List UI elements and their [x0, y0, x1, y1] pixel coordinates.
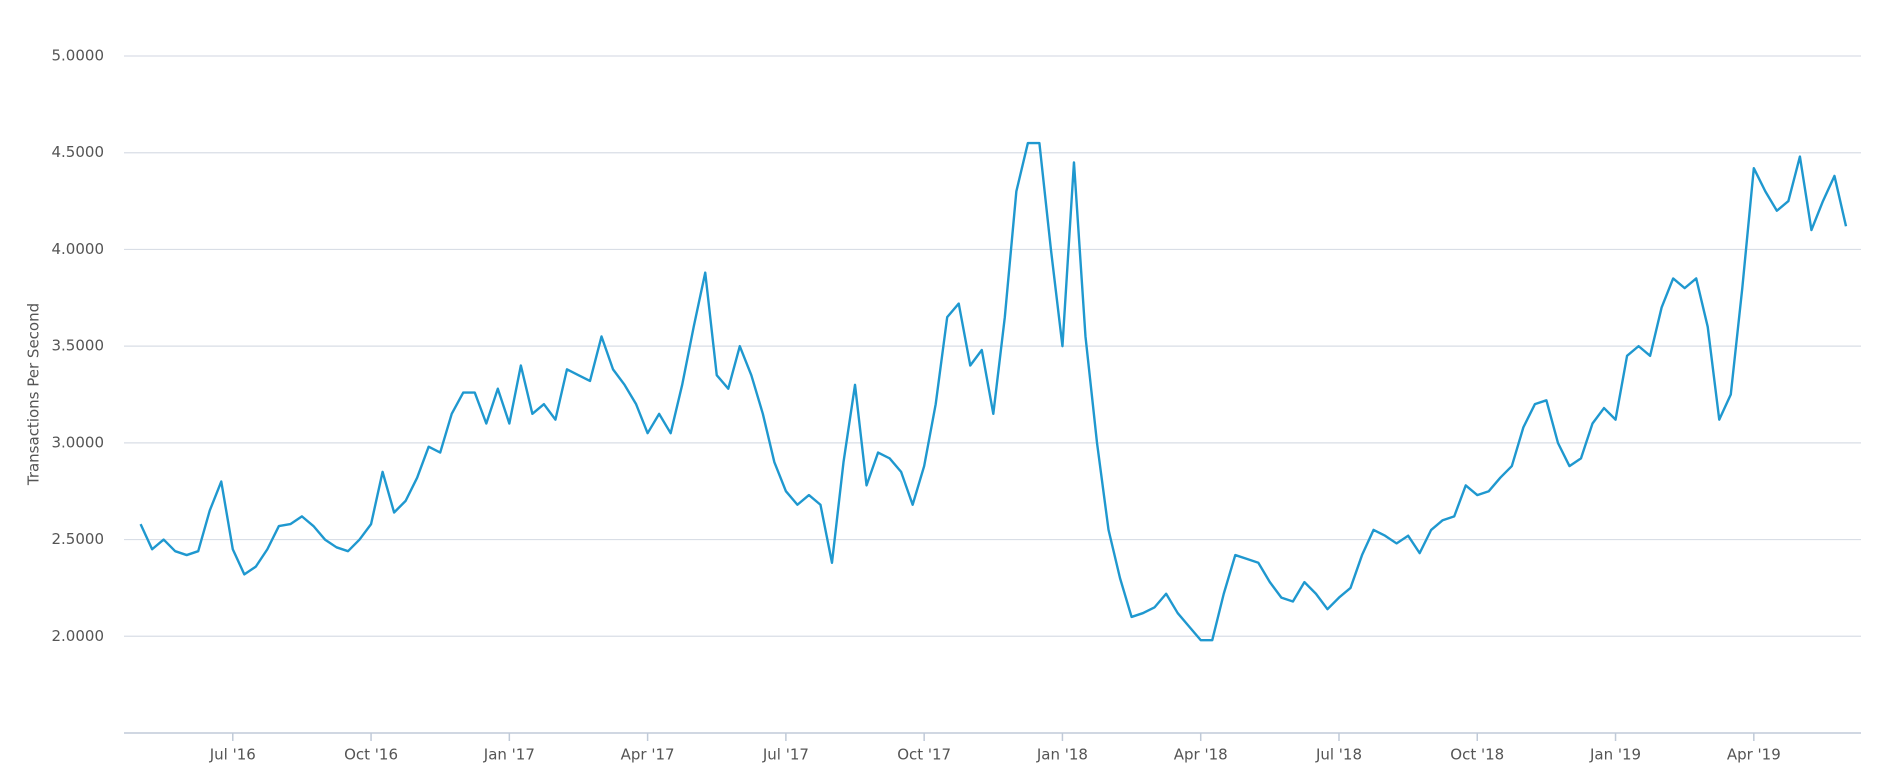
x-tick-label: Jan '19: [1589, 746, 1641, 764]
x-tick-label: Jul '18: [1315, 746, 1362, 764]
y-tick-label: 3.5000: [52, 337, 105, 355]
x-tick-label: Jul '17: [762, 746, 809, 764]
x-tick-label: Oct '17: [897, 746, 951, 764]
y-tick-label: 2.0000: [52, 627, 105, 645]
x-tick-label: Jan '17: [483, 746, 535, 764]
x-tick-label: Jan '18: [1036, 746, 1088, 764]
x-tick-label: Apr '17: [621, 746, 675, 764]
y-axis-label: Transactions Per Second: [25, 303, 43, 486]
x-tick-label: Apr '18: [1174, 746, 1228, 764]
x-tick-label: Oct '18: [1450, 746, 1504, 764]
y-tick-label: 5.0000: [52, 47, 105, 65]
y-tick-label: 2.5000: [52, 530, 105, 548]
y-tick-label: 4.5000: [52, 143, 105, 161]
x-tick-label: Jul '16: [209, 746, 256, 764]
x-tick-label: Apr '19: [1727, 746, 1781, 764]
y-tick-label: 3.0000: [52, 433, 105, 451]
y-tick-label: 4.0000: [52, 240, 105, 258]
x-tick-label: Oct '16: [344, 746, 398, 764]
data-line: [139, 141, 1848, 642]
